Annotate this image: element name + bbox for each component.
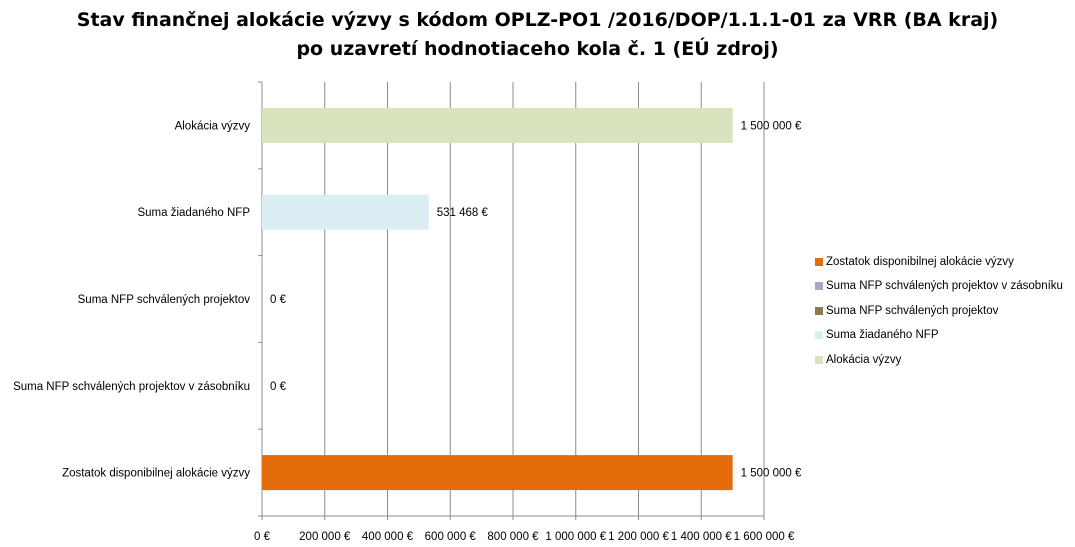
x-tick-label-1: 200 000 € [299,531,351,543]
legend-label-3: Suma žiadaného NFP [826,329,939,342]
legend-swatch-4 [815,355,823,364]
category-label-4: Zostatok disponibilnej alokácie výzvy [62,468,250,480]
x-tick-label-8: 1 600 000 € [734,531,795,543]
axes [258,81,765,520]
x-tick-label-3: 600 000 € [425,531,477,543]
bar-0 [262,107,733,143]
value-label-2: 0 € [270,294,287,306]
legend-swatch-2 [815,306,823,315]
value-label-3: 0 € [270,381,287,393]
category-label-3: Suma NFP schválených projektov v zásobní… [13,381,250,393]
chart-title: Stav finančnej alokácie výzvy s kódom OP… [0,6,1075,64]
value-label-1: 531 468 € [437,207,489,219]
gridlines [324,82,765,516]
value-label-0: 1 500 000 € [741,120,802,132]
labels: 0 € 200 000 € 400 000 € 600 000 € 800 000 € 1… [13,120,802,543]
x-tick-label-2: 400 000 € [362,531,414,543]
bar-1 [262,194,429,230]
legend-swatch-3 [815,331,823,340]
bar-4 [262,455,733,491]
category-label-0: Alokácia výzvy [175,120,251,132]
legend-swatch-0 [815,258,823,266]
x-tick-label-6: 1 200 000 € [608,531,669,543]
value-label-4: 1 500 000 € [741,468,802,480]
chart-title-line-2: po uzavretí hodnotiaceho kola č. 1 (EÚ z… [296,38,779,60]
x-tick-label-4: 800 000 € [487,531,539,543]
category-label-2: Suma NFP schválených projektov [78,294,251,306]
bars [262,107,733,491]
legend-swatch-1 [815,282,823,291]
category-label-1: Suma žiadaného NFP [137,207,250,219]
legend-label-4: Alokácia výzvy [826,353,902,366]
legend-label-1: Suma NFP schválených projektov v zásobní… [826,280,1063,293]
x-tick-label-0: 0 € [254,531,271,543]
x-tick-label-5: 1 000 000 € [545,531,606,543]
legend-label-0: Zostatok disponibilnej alokácie výzvy [826,256,1014,268]
x-tick-label-7: 1 400 000 € [671,531,732,543]
chart-title-line-1: Stav finančnej alokácie výzvy s kódom OP… [76,9,999,31]
legend-label-2: Suma NFP schválených projektov [826,304,999,317]
